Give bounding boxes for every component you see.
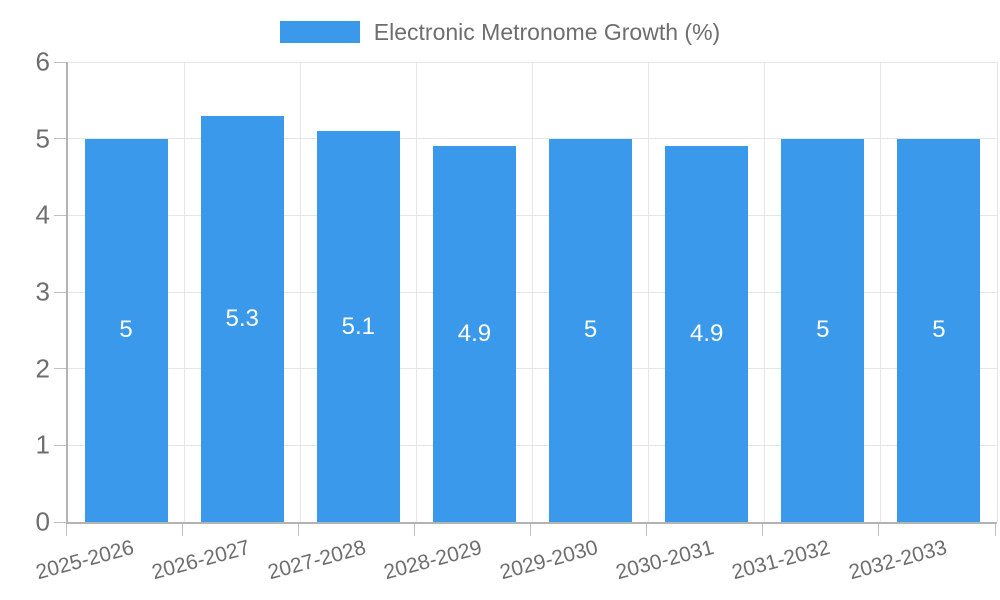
bar-value-label: 5 bbox=[119, 316, 133, 344]
y-tick-label: 1 bbox=[35, 429, 50, 460]
x-tick-label: 2027-2028 bbox=[265, 536, 369, 585]
y-axis-tick bbox=[54, 61, 66, 63]
bar[interactable] bbox=[665, 146, 749, 522]
x-tick-label: 2028-2029 bbox=[381, 536, 485, 585]
x-axis-tick bbox=[65, 524, 67, 536]
x-axis-tick bbox=[530, 524, 531, 536]
y-tick-label: 4 bbox=[35, 199, 50, 230]
v-gridline bbox=[532, 62, 533, 522]
x-axis-tick bbox=[994, 524, 996, 536]
y-tick-label: 6 bbox=[35, 46, 50, 77]
x-tick-label: 2031-2032 bbox=[729, 536, 833, 585]
bar-value-label: 5 bbox=[583, 316, 598, 344]
x-axis-tick bbox=[646, 524, 648, 536]
x-axis-tick bbox=[297, 524, 299, 536]
y-axis-tick bbox=[54, 444, 66, 446]
bar-value-label: 5 bbox=[816, 316, 830, 344]
v-gridline bbox=[648, 62, 650, 522]
bar[interactable] bbox=[84, 138, 168, 522]
v-gridline bbox=[996, 62, 998, 522]
v-gridline bbox=[183, 62, 185, 522]
y-tick-label: 3 bbox=[35, 276, 50, 307]
y-tick-label: 5 bbox=[35, 123, 50, 154]
x-tick-label: 2032-2033 bbox=[845, 536, 949, 585]
y-axis-tick bbox=[54, 214, 66, 216]
y-axis-tick bbox=[54, 521, 66, 523]
bar-value-label: 4.9 bbox=[690, 320, 724, 348]
bar[interactable] bbox=[781, 138, 865, 522]
bar[interactable] bbox=[549, 138, 633, 522]
bar-value-label: 5.3 bbox=[225, 304, 259, 332]
bar[interactable] bbox=[200, 115, 284, 522]
v-gridline bbox=[764, 62, 766, 522]
y-tick-label: 2 bbox=[35, 353, 50, 384]
x-tick-label: 2026-2027 bbox=[149, 536, 253, 585]
bar[interactable] bbox=[316, 131, 400, 522]
plot-area: 5 5.3 5.1 4.9 5 4.9 5 5 bbox=[66, 61, 998, 524]
legend-swatch-icon bbox=[279, 21, 360, 43]
x-axis-tick bbox=[878, 524, 880, 536]
x-axis-tick bbox=[762, 524, 764, 536]
y-axis-tick bbox=[54, 138, 66, 140]
bar-value-label: 5.1 bbox=[341, 312, 375, 340]
y-axis-tick bbox=[54, 368, 66, 370]
bar-value-label: 4.9 bbox=[457, 320, 492, 348]
bar[interactable] bbox=[432, 146, 516, 522]
x-axis-tick bbox=[181, 524, 183, 536]
bar-value-label: 5 bbox=[932, 316, 946, 344]
x-axis-tick bbox=[413, 524, 415, 536]
v-gridline bbox=[880, 62, 882, 522]
legend-item[interactable]: Electronic Metronome Growth (%) bbox=[0, 14, 1000, 50]
x-tick-label: 2029-2030 bbox=[497, 536, 601, 585]
x-tick-label: 2025-2026 bbox=[33, 536, 137, 585]
y-tick-label: 0 bbox=[35, 506, 50, 537]
bar[interactable] bbox=[897, 138, 981, 522]
v-gridline bbox=[415, 62, 417, 522]
y-axis-tick bbox=[54, 291, 66, 293]
x-tick-label: 2030-2031 bbox=[613, 536, 717, 585]
legend-label: Electronic Metronome Growth (%) bbox=[373, 18, 721, 45]
v-gridline bbox=[299, 62, 301, 522]
